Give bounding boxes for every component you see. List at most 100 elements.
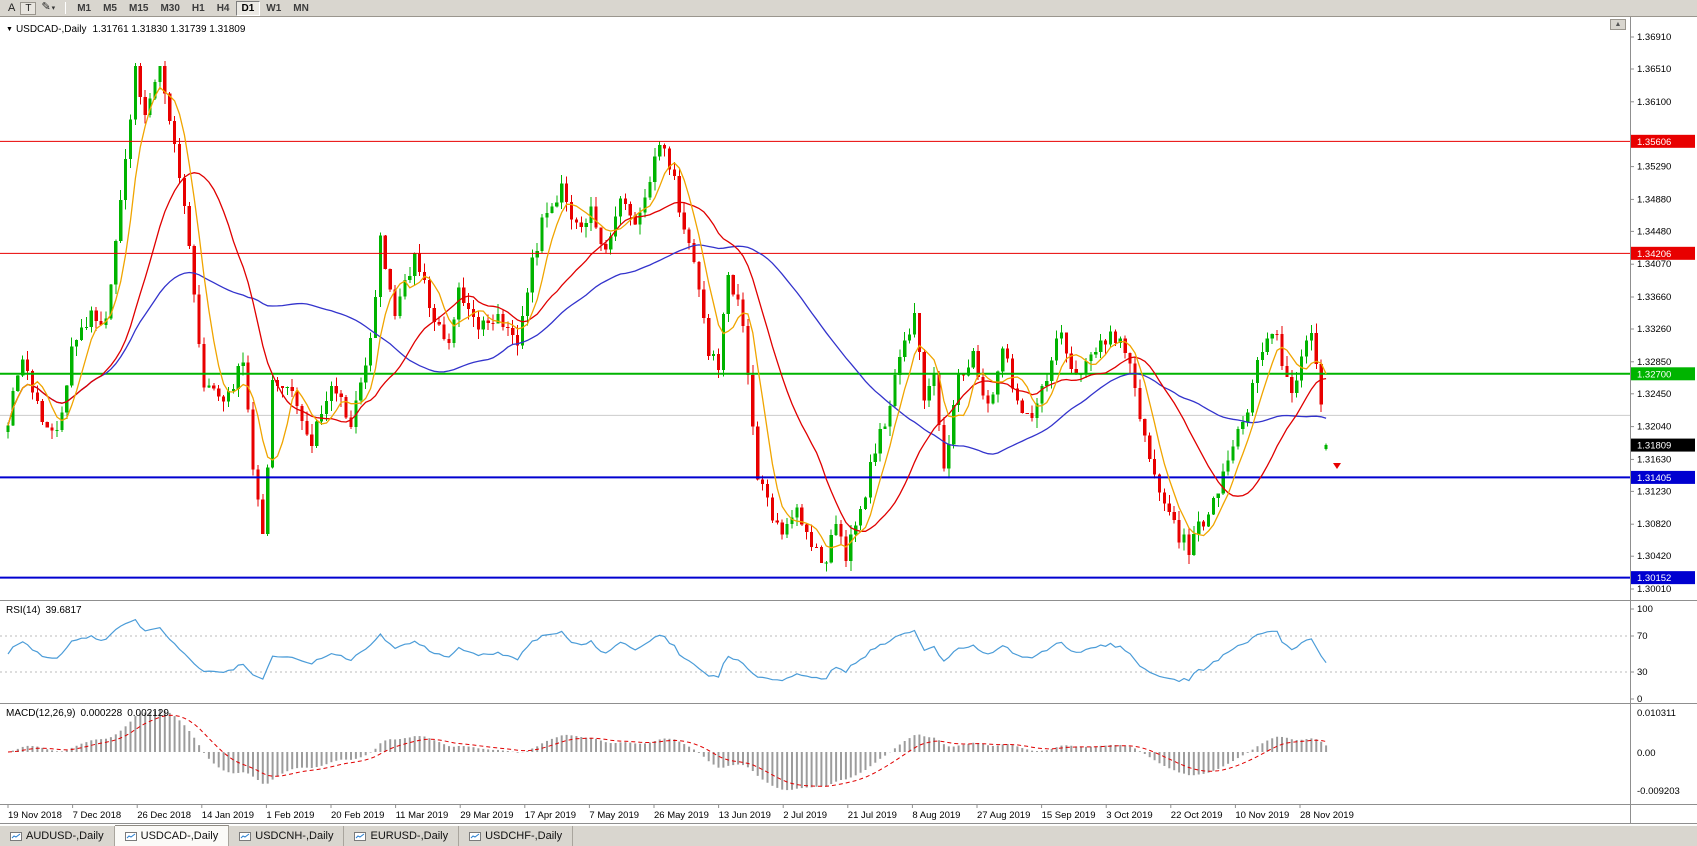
timeframe-m1-button[interactable]: M1 [71,1,97,16]
svg-text:1 Feb 2019: 1 Feb 2019 [266,810,314,821]
svg-text:1.30152: 1.30152 [1637,573,1671,584]
tab-usdchf[interactable]: USDCHF-,Daily [459,826,574,846]
svg-text:70: 70 [1637,631,1648,642]
svg-text:1.33260: 1.33260 [1637,324,1671,335]
macd-indicator-label: MACD(12,26,9) 0.000228 0.002129 [6,708,174,719]
candles-layer [6,61,1328,572]
svg-text:1.36100: 1.36100 [1637,97,1671,108]
chevron-down-icon: ▾ [51,5,56,12]
svg-text:3 Oct 2019: 3 Oct 2019 [1106,810,1152,821]
svg-text:11 Mar 2019: 11 Mar 2019 [396,810,449,821]
chart-header: ▼ USDCAD-,Daily 1.31761 1.31830 1.31739 1.… [6,24,245,35]
draw-tool-button[interactable]: ✎▾ [36,0,60,16]
timeframe-d1-button[interactable]: D1 [235,0,261,16]
font-tool-button[interactable]: A [3,1,20,16]
timeframe-m30-button[interactable]: M30 [154,1,185,16]
svg-text:1.30010: 1.30010 [1637,584,1671,595]
price-drop-arrow-icon [1333,463,1341,469]
svg-text:1.30420: 1.30420 [1637,551,1671,562]
svg-text:27 Aug 2019: 27 Aug 2019 [977,810,1030,821]
chart-scroll-thumb[interactable]: ▲ [1610,19,1626,30]
svg-text:8 Aug 2019: 8 Aug 2019 [912,810,960,821]
svg-text:1.32450: 1.32450 [1637,389,1671,400]
svg-text:26 May 2019: 26 May 2019 [654,810,709,821]
chart-tab-icon [354,831,367,841]
level-lines-layer [0,140,1630,579]
svg-text:1.31405: 1.31405 [1637,473,1671,484]
svg-text:1.32040: 1.32040 [1637,422,1671,433]
svg-text:1.32700: 1.32700 [1637,369,1671,380]
svg-text:13 Jun 2019: 13 Jun 2019 [719,810,771,821]
svg-text:1.36910: 1.36910 [1637,32,1671,43]
svg-text:1.30820: 1.30820 [1637,519,1671,530]
ma-lines-layer [7,86,1327,549]
date-axis: 19 Nov 2018 7 Dec 2018 26 Dec 2018 14 Jan 2… [7,804,1354,821]
macd-main-value: 0.000228 [80,708,123,719]
chart-area: 1.36910 1.36510 1.36100 1.35290 1.34880 1.344… [0,17,1697,825]
timeframe-m5-button[interactable]: M5 [97,1,123,16]
pencil-icon: ✎ [41,1,51,13]
svg-text:1.34880: 1.34880 [1637,194,1671,205]
svg-text:1.31230: 1.31230 [1637,486,1671,497]
svg-text:1.35606: 1.35606 [1637,137,1671,148]
chart-tabs-bar: AUDUSD-,Daily USDCAD-,Daily USDCNH-,Dail… [0,825,1697,846]
text-tool-button[interactable]: T [20,1,37,15]
svg-text:100: 100 [1637,604,1653,615]
tab-label: EURUSD-,Daily [370,830,449,842]
svg-text:29 Mar 2019: 29 Mar 2019 [460,810,513,821]
timeframe-w1-button[interactable]: W1 [260,1,287,16]
timeframe-m15-button[interactable]: M15 [123,1,154,16]
panel-separators [0,600,1697,824]
macd-name: MACD(12,26,9) [6,708,76,719]
svg-text:7 Dec 2018: 7 Dec 2018 [73,810,122,821]
rsi-panel: 100 70 30 0 [0,604,1653,705]
price-chart-canvas[interactable]: 1.36910 1.36510 1.36100 1.35290 1.34880 1.344… [0,17,1697,825]
rsi-name: RSI(14) [6,605,41,616]
tab-usdcnh[interactable]: USDCNH-,Daily [229,826,345,846]
timeframe-mn-button[interactable]: MN [287,1,315,16]
svg-text:1.33660: 1.33660 [1637,292,1671,303]
tab-usdcad[interactable]: USDCAD-,Daily [114,825,230,846]
svg-text:1.34070: 1.34070 [1637,259,1671,270]
tab-audusd[interactable]: AUDUSD-,Daily [0,826,115,846]
chart-tab-icon [10,831,22,841]
svg-text:2 Jul 2019: 2 Jul 2019 [783,810,827,821]
chart-ohlc-values: 1.31761 1.31830 1.31739 1.31809 [92,24,246,35]
collapse-icon[interactable]: ▼ [6,26,13,33]
top-toolbar: A T ✎▾ M1 M5 M15 M30 H1 H4 D1 W1 MN [0,0,1697,17]
svg-text:-0.009203: -0.009203 [1637,786,1680,797]
tab-label: USDCNH-,Daily [255,830,334,842]
svg-text:17 Apr 2019: 17 Apr 2019 [525,810,576,821]
rsi-value: 39.6817 [45,605,82,616]
svg-text:1.36510: 1.36510 [1637,64,1671,75]
svg-text:10 Nov 2019: 10 Nov 2019 [1235,810,1289,821]
price-axis: 1.36910 1.36510 1.36100 1.35290 1.34880 1.344… [1630,17,1695,823]
svg-text:0.010311: 0.010311 [1637,708,1676,719]
svg-text:30: 30 [1637,667,1648,678]
tab-label: USDCAD-,Daily [140,830,219,842]
chart-tab-icon [469,831,482,841]
chart-symbol-label: USDCAD-,Daily [15,24,87,35]
svg-text:1.34480: 1.34480 [1637,226,1671,237]
tab-label: USDCHF-,Daily [485,830,563,842]
svg-text:1.35290: 1.35290 [1637,162,1671,173]
macd-panel: 0.010311 0.00 -0.009203 [7,708,1680,797]
svg-text:28 Nov 2019: 28 Nov 2019 [1300,810,1354,821]
svg-text:20 Feb 2019: 20 Feb 2019 [331,810,384,821]
svg-text:26 Dec 2018: 26 Dec 2018 [137,810,191,821]
timeframe-h1-button[interactable]: H1 [186,1,211,16]
svg-text:1.34206: 1.34206 [1637,249,1671,260]
svg-text:19 Nov 2018: 19 Nov 2018 [8,810,62,821]
svg-text:14 Jan 2019: 14 Jan 2019 [202,810,254,821]
svg-text:7 May 2019: 7 May 2019 [589,810,639,821]
svg-text:1.31630: 1.31630 [1637,454,1671,465]
svg-text:22 Oct 2019: 22 Oct 2019 [1171,810,1223,821]
svg-text:1.31809: 1.31809 [1637,441,1671,452]
svg-text:15 Sep 2019: 15 Sep 2019 [1042,810,1096,821]
svg-text:0: 0 [1637,694,1642,705]
chart-tab-icon [124,831,137,841]
chart-tab-icon [239,831,252,841]
tab-eurusd[interactable]: EURUSD-,Daily [344,826,460,846]
tab-label: AUDUSD-,Daily [26,830,104,842]
timeframe-h4-button[interactable]: H4 [211,1,236,16]
